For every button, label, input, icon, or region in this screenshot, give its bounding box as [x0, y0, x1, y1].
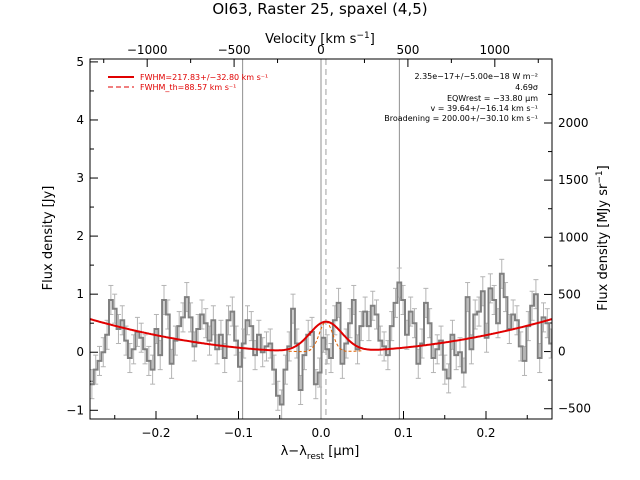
y-tick-label: 3 [76, 171, 84, 185]
top-axis-label: Velocity [km s−1] [265, 31, 375, 47]
y2-tick-label: 1000 [558, 230, 589, 244]
legend-fit-label: FWHM=217.83+/−32.80 km s⁻¹ [140, 73, 268, 82]
x-tick-label: 0.0 [311, 426, 330, 440]
x-tick-label: 0.1 [394, 426, 413, 440]
x-tick-label: −0.1 [224, 426, 253, 440]
y2-tick-label: −500 [558, 402, 591, 416]
annotation-eqw: EQWrest = −33.80 µm [447, 94, 538, 103]
y2-tick-label: 2000 [558, 116, 589, 130]
v-tick-label: 1000 [480, 43, 511, 57]
legend: FWHM=217.83+/−32.80 km s⁻¹ FWHM_th=88.57… [108, 73, 268, 92]
data-layer [90, 272, 552, 406]
y-tick-label: 2 [76, 229, 84, 243]
y-tick-label: 1 [76, 287, 84, 301]
annotation-velocity: v = 39.64+/−16.14 km s⁻¹ [430, 104, 538, 113]
y-axis-label-right: Flux density [MJy sr−1] [595, 165, 611, 310]
annotation-flux: 2.35e−17+/−5.00e−18 W m⁻² [414, 72, 538, 81]
axis-ticks: −0.2 −0.1 0.0 0.1 0.2 −1000 −500 0 500 1000 −1 0 1 2 3… [66, 43, 591, 440]
legend-thermal-label: FWHM_th=88.57 km s⁻¹ [140, 83, 236, 92]
annotation-broadening: Broadening = 200.00+/−30.10 km s⁻¹ [384, 114, 538, 123]
v-tick-label: 0 [317, 43, 325, 57]
gaussian-fit-curve [90, 318, 552, 352]
fit-layer [90, 318, 552, 353]
data-histogram [90, 272, 552, 406]
v-tick-label: −500 [218, 43, 251, 57]
v-tick-label: −1000 [127, 43, 168, 57]
y-tick-label: −1 [66, 403, 84, 417]
y2-tick-label: 500 [558, 287, 581, 301]
y-axis-label-left: Flux density [Jy] [41, 186, 56, 291]
y2-tick-label: 0 [558, 345, 566, 359]
annotation-sigma: 4.69σ [515, 83, 538, 92]
x-axis-label: λ−λrest [µm] [281, 444, 360, 462]
y-tick-label: 0 [76, 345, 84, 359]
y-tick-label: 4 [76, 113, 84, 127]
x-tick-label: −0.2 [141, 426, 170, 440]
x-tick-label: 0.2 [476, 426, 495, 440]
fit-annotations: 2.35e−17+/−5.00e−18 W m⁻² 4.69σ EQWrest … [384, 72, 538, 123]
v-tick-label: 500 [396, 43, 419, 57]
y-tick-label: 5 [76, 55, 84, 69]
chart-title: OI63, Raster 25, spaxel (4,5) [212, 0, 427, 18]
thermal-fit-curve [288, 321, 362, 353]
y2-tick-label: 1500 [558, 173, 589, 187]
plot-frame [89, 58, 553, 420]
